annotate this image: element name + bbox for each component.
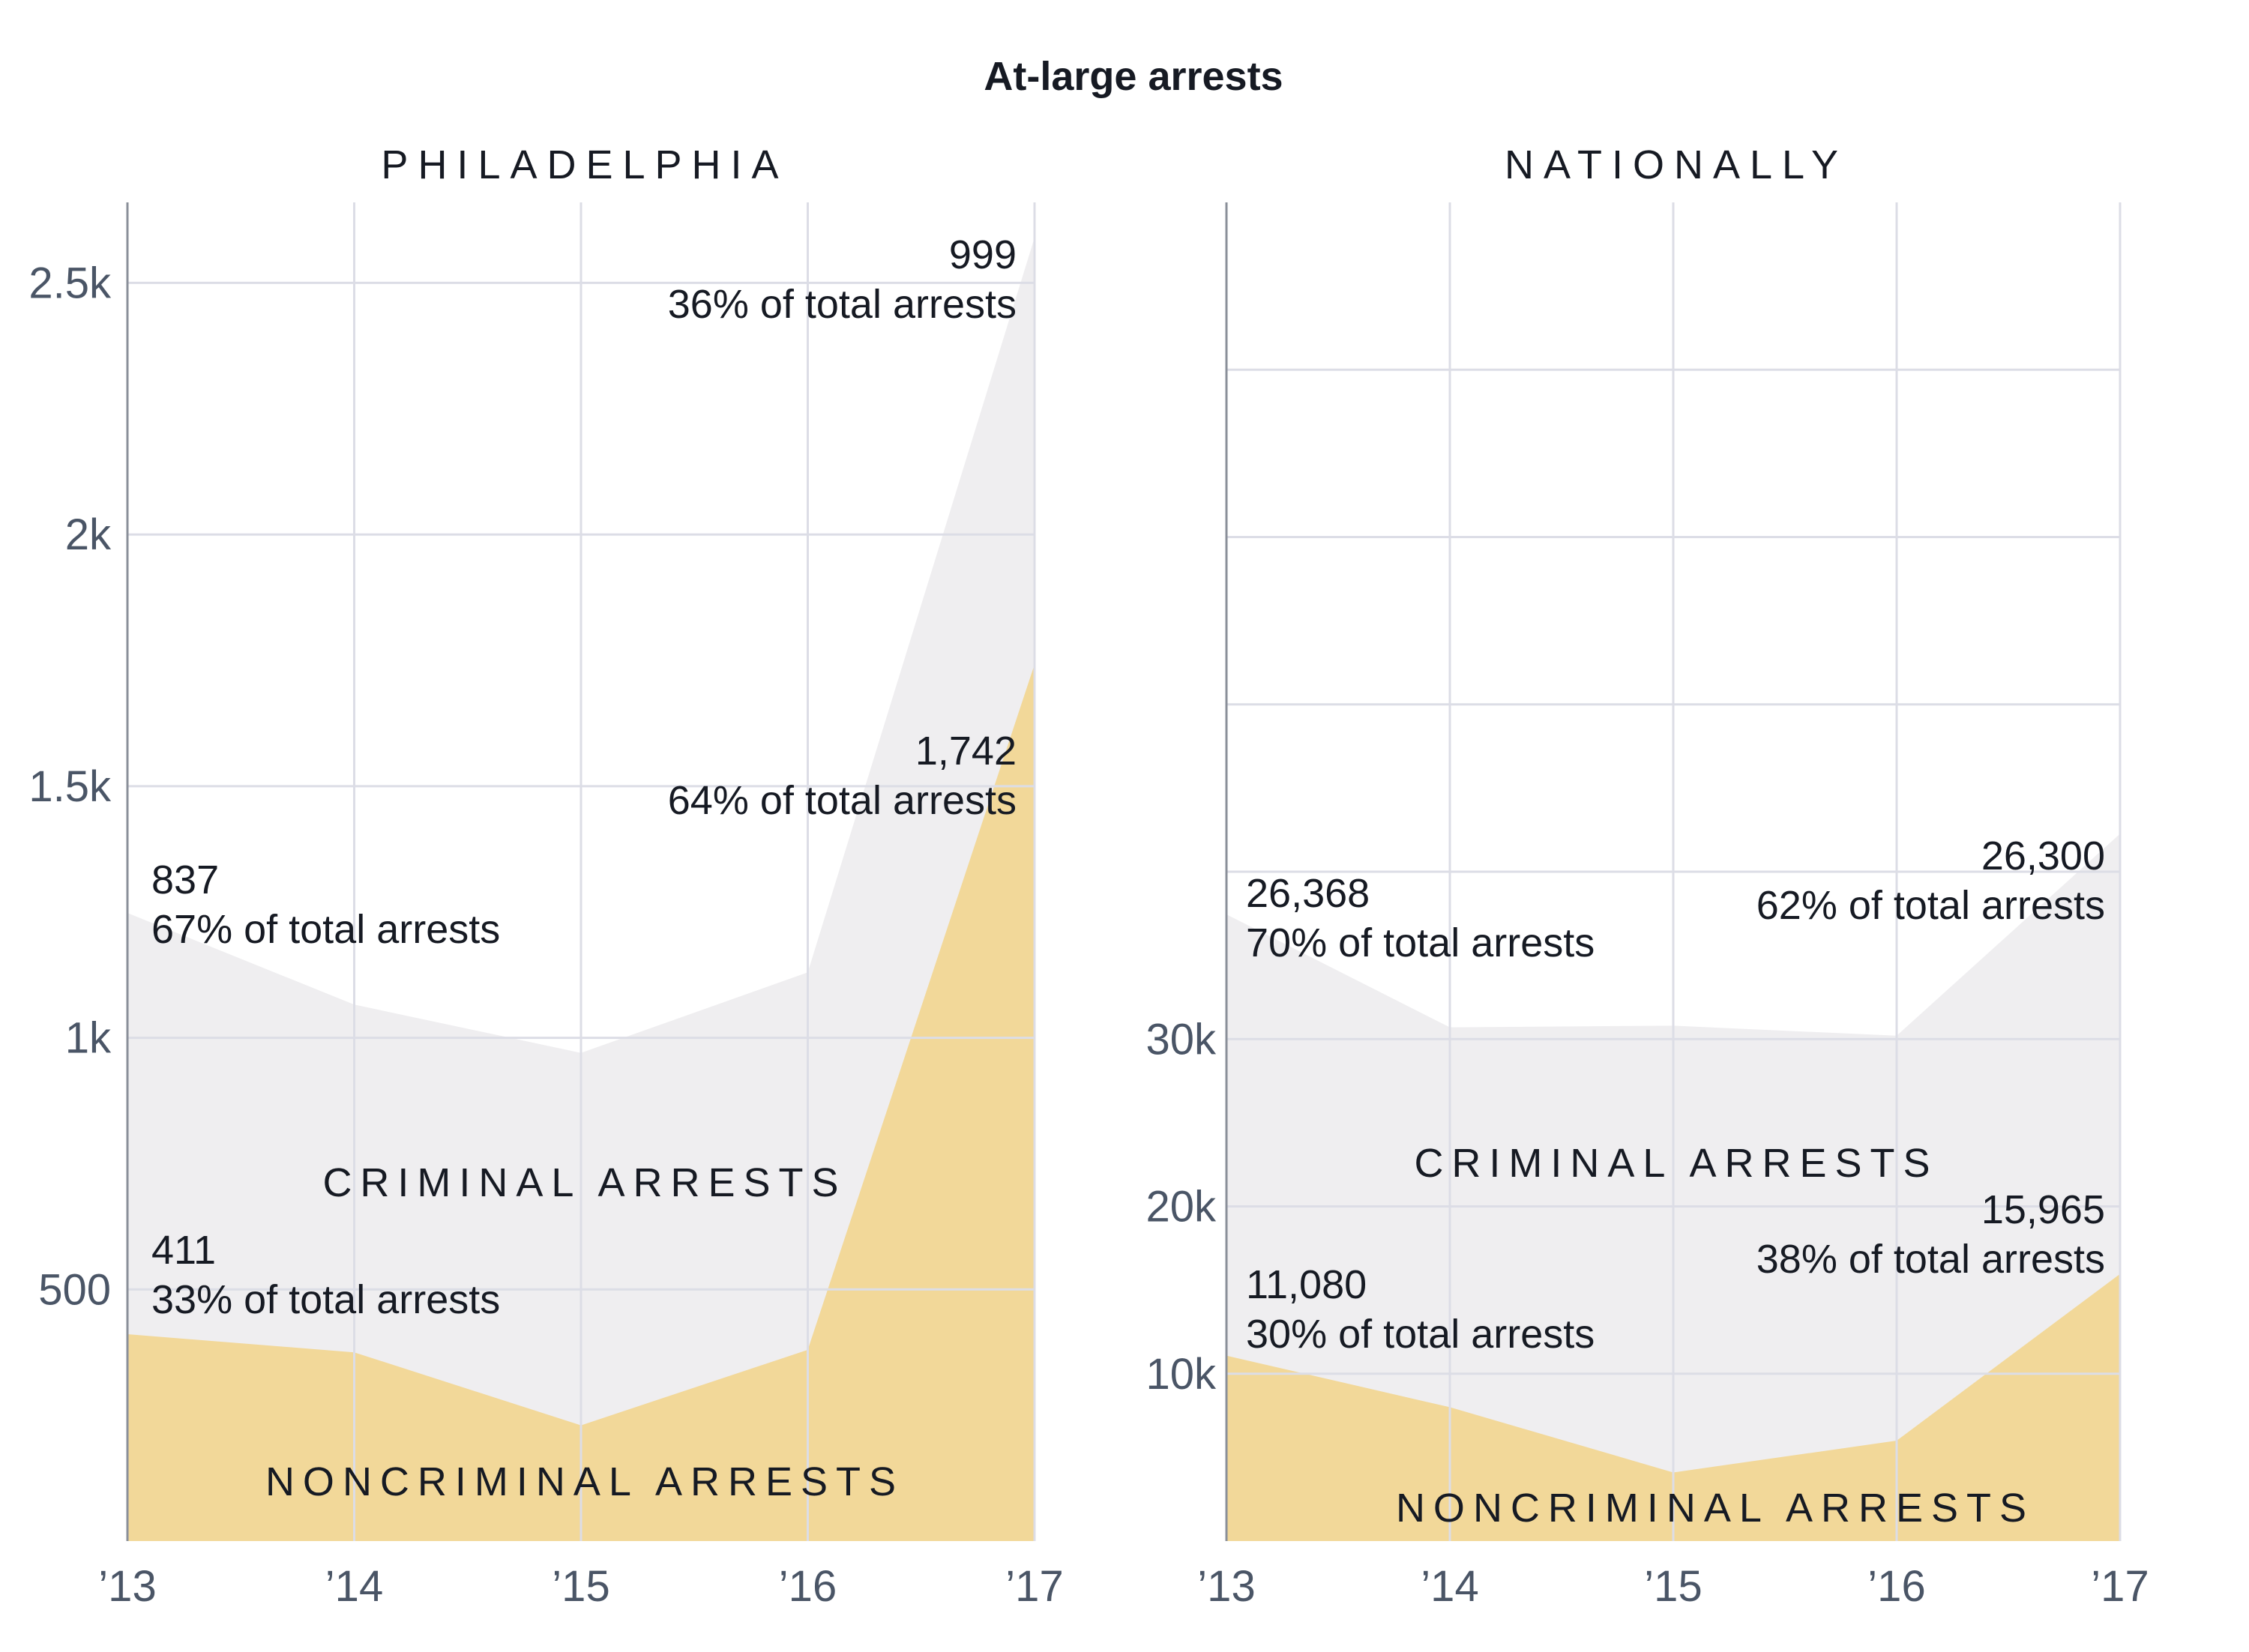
y-tick-label: 10k — [1145, 1350, 1217, 1399]
y-tick-label: 1.5k — [28, 762, 112, 811]
annotation-value: 1,742 — [915, 729, 1017, 774]
x-tick-label: ’17 — [1005, 1562, 1063, 1611]
panel-title-philadelphia: PHILADELPHIA — [381, 142, 788, 187]
annotation-value: 411 — [151, 1228, 216, 1273]
panel-title-nationally: NATIONALLY — [1505, 142, 1848, 187]
x-tick-label: ’15 — [552, 1562, 609, 1611]
y-tick-label: 2k — [65, 510, 112, 559]
annotation-text: 38% of total arrests — [1756, 1237, 2105, 1282]
panel-philadelphia: PHILADELPHIA 500 1k 1.5k 2k 2.5k ’13 ’14 ’15 ’16… — [28, 142, 1063, 1611]
annotation-text: 70% of total arrests — [1246, 920, 1595, 965]
chart-title: At-large arrests — [984, 54, 1283, 99]
annotation-text: 64% of total arrests — [668, 778, 1017, 823]
annotation-text: 33% of total arrests — [151, 1277, 500, 1322]
plot-nationally: 10k 20k 30k ’13 ’14 ’15 ’16 ’17 — [1145, 202, 2149, 1611]
noncriminal-arrests-label-philadelphia: NONCRIMINAL ARRESTS — [265, 1459, 904, 1504]
x-tick-label: ’14 — [325, 1562, 383, 1611]
x-tick-label: ’17 — [2091, 1562, 2149, 1611]
noncriminal-arrests-label-nationally: NONCRIMINAL ARRESTS — [1396, 1486, 2035, 1531]
annotation-value: 26,300 — [1981, 833, 2105, 878]
x-tick-label: ’14 — [1421, 1562, 1478, 1611]
y-tick-label: 2.5k — [28, 259, 112, 307]
annotation-text: 30% of total arrests — [1246, 1312, 1595, 1357]
x-tick-label: ’16 — [1867, 1562, 1925, 1611]
panel-nationally: NATIONALLY 10k 20k 30k ’13 ’14 ’15 ’16 ’17 CRIM… — [1145, 142, 2149, 1611]
annotation-value: 11,080 — [1246, 1262, 1367, 1307]
y-tick-label: 1k — [65, 1014, 112, 1063]
x-tick-label: ’15 — [1644, 1562, 1702, 1611]
x-tick-label: ’16 — [779, 1562, 837, 1611]
annotation-value: 15,965 — [1981, 1187, 2105, 1232]
annotation-value: 26,368 — [1246, 871, 1370, 916]
annotation-value: 837 — [151, 857, 219, 902]
y-tick-label: 500 — [38, 1265, 111, 1314]
x-tick-label: ’13 — [1197, 1562, 1255, 1611]
y-tick-label: 20k — [1145, 1183, 1217, 1232]
annotation-text: 67% of total arrests — [151, 907, 500, 952]
y-tick-label: 30k — [1145, 1015, 1217, 1064]
noncriminal-arrests-area — [127, 664, 1035, 1542]
criminal-arrests-label-nationally: CRIMINAL ARRESTS — [1414, 1141, 1938, 1186]
plot-philadelphia: 500 1k 1.5k 2k 2.5k ’13 ’14 ’15 ’16 ’17 — [28, 202, 1064, 1611]
criminal-arrests-label-philadelphia: CRIMINAL ARRESTS — [322, 1160, 846, 1205]
x-tick-label: ’13 — [98, 1562, 156, 1611]
annotation-text: 36% of total arrests — [668, 282, 1017, 327]
annotation-text: 62% of total arrests — [1756, 883, 2105, 928]
annotation-value: 999 — [949, 232, 1017, 277]
